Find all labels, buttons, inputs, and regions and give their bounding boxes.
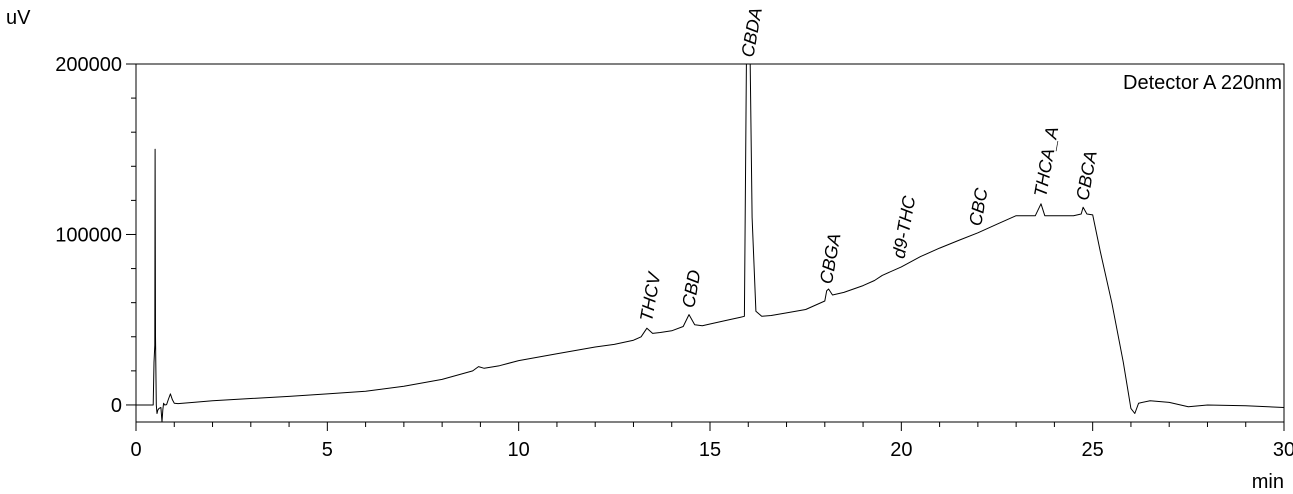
x-tick-label: 25 xyxy=(1082,439,1104,461)
x-axis-label: min xyxy=(1252,471,1284,493)
axis-ticks xyxy=(126,63,1285,431)
peak-label: CBD xyxy=(678,268,704,309)
x-tick-label: 0 xyxy=(130,439,141,461)
y-tick-label: 100000 xyxy=(55,224,122,246)
y-tick-label: 0 xyxy=(111,395,122,417)
y-tick-label: 200000 xyxy=(55,54,122,76)
x-tick-label: 15 xyxy=(699,439,721,461)
axis-tick-labels: 0 5 10 15 20 25 30 0 100000 200000 xyxy=(55,54,1293,461)
detector-label: Detector A 220nm xyxy=(1123,72,1282,94)
x-tick-label: 10 xyxy=(508,439,530,461)
x-tick-label: 5 xyxy=(322,439,333,461)
x-tick-label: 30 xyxy=(1273,439,1293,461)
peak-label: CBC xyxy=(965,186,991,228)
peak-label: THCV xyxy=(636,269,665,323)
peak-label: CBDA xyxy=(738,6,766,59)
peak-label: CBCA xyxy=(1072,149,1100,202)
peak-label: THCA_A xyxy=(1030,125,1062,198)
x-tick-label: 20 xyxy=(890,439,912,461)
series-line xyxy=(136,63,1285,423)
peak-label: d9-THC xyxy=(889,193,920,260)
plot-frame xyxy=(135,63,1285,423)
peak-labels: THCV CBD CBDA CBGA d9-THC CBC THCA_A CBCA xyxy=(636,6,1101,323)
y-axis-label: uV xyxy=(6,7,31,29)
peak-label: CBGA xyxy=(816,232,845,286)
